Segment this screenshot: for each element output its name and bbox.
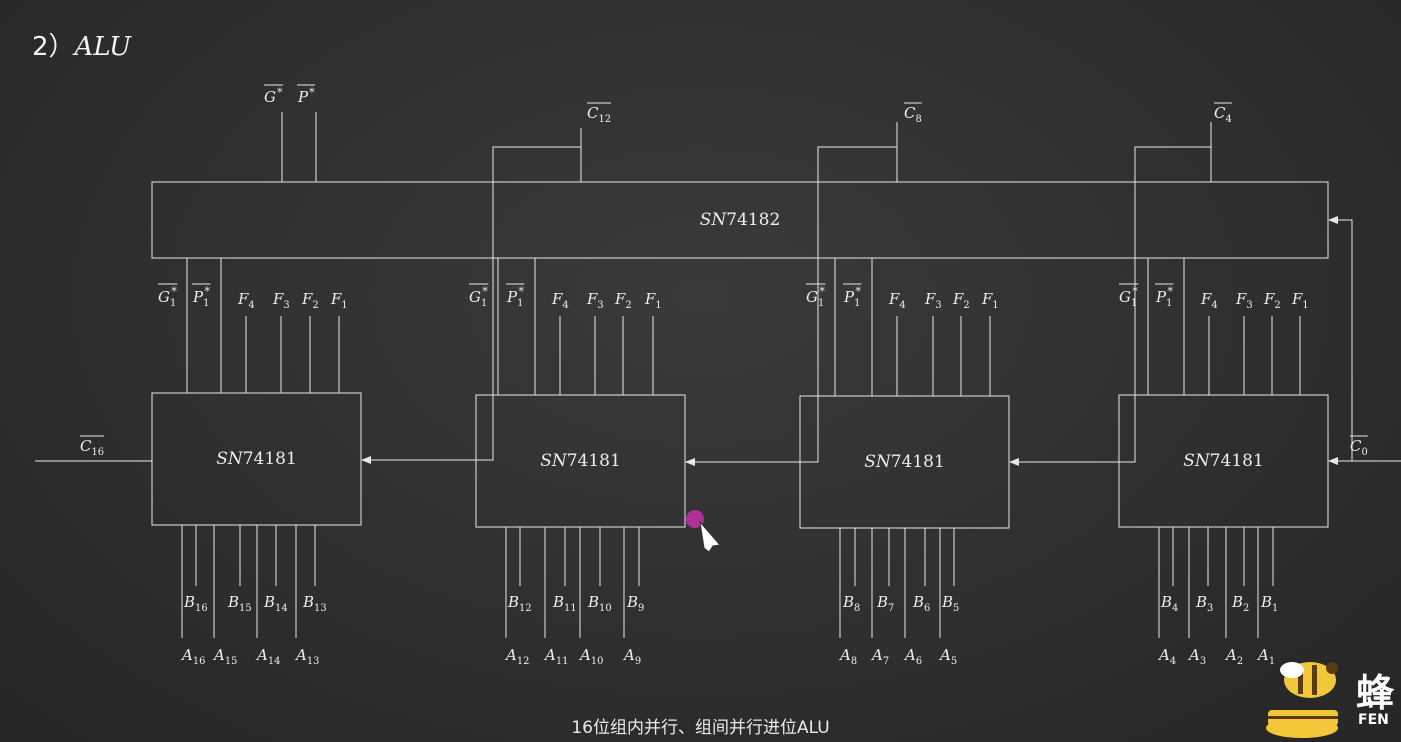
a-label-4-3: A2 xyxy=(1224,646,1243,667)
c0-label: C0 xyxy=(1350,437,1368,458)
f-label-2-3: F2 xyxy=(614,290,632,311)
b-label-1-2: B15 xyxy=(227,593,252,614)
g1-star-label-1: G1* xyxy=(158,285,177,309)
a-label-3-3: A6 xyxy=(903,646,922,667)
a-label-1-4: A13 xyxy=(294,646,319,667)
sn74181-box-2 xyxy=(475,394,686,528)
b-label-4-4: B1 xyxy=(1260,593,1278,614)
sn74182-label: SN74182 xyxy=(700,210,781,230)
c16-label: C16 xyxy=(80,437,104,458)
f-label-4-4: F1 xyxy=(1291,290,1309,311)
sn74181-box-3 xyxy=(799,395,1010,529)
b-label-3-4: B5 xyxy=(941,593,959,614)
p1-star-label-3: P1* xyxy=(843,285,861,309)
a-label-1-3: A14 xyxy=(255,646,280,667)
f-label-4-3: F2 xyxy=(1263,290,1281,311)
b-label-3-1: B8 xyxy=(842,593,860,614)
b-label-1-4: B13 xyxy=(302,593,327,614)
a-label-3-2: A7 xyxy=(870,646,889,667)
f-label-1-4: F1 xyxy=(330,290,348,311)
diagram-caption: 16位组内并行、组间并行进位ALU xyxy=(571,718,830,738)
p1-star-label-2: P1* xyxy=(506,285,524,309)
f-label-3-2: F3 xyxy=(924,290,942,311)
a-label-2-3: A10 xyxy=(578,646,603,667)
c4-route-wire xyxy=(1009,146,1211,466)
b-label-2-4: B9 xyxy=(626,593,644,614)
sn74182-box xyxy=(151,181,1329,259)
f-label-1-2: F3 xyxy=(272,290,290,311)
f-label-1-3: F2 xyxy=(301,290,319,311)
pointer-highlight xyxy=(686,510,704,528)
a-label-1-1: A16 xyxy=(180,646,205,667)
a-label-2-4: A9 xyxy=(622,646,641,667)
sn74181-label-4: SN74181 xyxy=(1183,451,1264,471)
f-label-4-2: F3 xyxy=(1235,290,1253,311)
g1-star-label-4: G1* xyxy=(1119,285,1138,309)
f-label-2-1: F4 xyxy=(551,290,569,311)
sn74181-label-2: SN74181 xyxy=(540,451,621,471)
p1-star-label-4: P1* xyxy=(1155,285,1173,309)
f-label-2-2: F3 xyxy=(586,290,604,311)
heading-title: ALU xyxy=(74,32,132,62)
b-label-1-3: B14 xyxy=(263,593,288,614)
f-label-1-1: F4 xyxy=(237,290,255,311)
a-label-4-4: A1 xyxy=(1256,646,1275,667)
c8-label: C8 xyxy=(904,104,922,125)
p1-star-label-1: P1* xyxy=(192,285,210,309)
c0-to-cla-wire xyxy=(1328,216,1353,461)
b-label-3-2: B7 xyxy=(876,593,894,614)
logo-text-en: FEN xyxy=(1358,712,1389,728)
a-label-4-1: A4 xyxy=(1157,646,1176,667)
a-label-3-1: A8 xyxy=(838,646,857,667)
cursor-icon xyxy=(699,520,721,553)
c12-route-wire xyxy=(361,146,581,464)
sn74181-box-1 xyxy=(151,392,362,526)
a-label-3-4: A5 xyxy=(938,646,957,667)
f-label-3-3: F2 xyxy=(952,290,970,311)
logo-text-cn: 蜂 xyxy=(1356,671,1395,715)
g1-star-label-2: G1* xyxy=(469,285,488,309)
f-label-2-4: F1 xyxy=(644,290,662,311)
bee-logo-icon xyxy=(1266,662,1338,738)
c8-route-wire xyxy=(685,146,897,466)
b-label-4-2: B3 xyxy=(1195,593,1213,614)
b-label-2-1: B12 xyxy=(507,593,532,614)
p-star-top-label: P* xyxy=(297,86,315,106)
b-label-2-2: B11 xyxy=(552,593,577,614)
sn74181-label-1: SN74181 xyxy=(216,449,297,469)
b-label-1-1: B16 xyxy=(183,593,208,614)
b-label-2-3: B10 xyxy=(587,593,612,614)
a-label-1-2: A15 xyxy=(212,646,237,667)
f-label-4-1: F4 xyxy=(1200,290,1218,311)
sn74181-box-4 xyxy=(1118,394,1329,528)
f-label-3-4: F1 xyxy=(981,290,999,311)
g-star-top-label: G* xyxy=(264,86,283,106)
c12-label: C12 xyxy=(587,104,611,125)
heading-number: 2） xyxy=(32,32,75,62)
a-label-4-2: A3 xyxy=(1187,646,1206,667)
f-label-3-1: F4 xyxy=(888,290,906,311)
b-label-3-3: B6 xyxy=(912,593,930,614)
g1-star-label-3: G1* xyxy=(806,285,825,309)
c4-label: C4 xyxy=(1214,104,1232,125)
sn74181-label-3: SN74181 xyxy=(864,452,945,472)
a-label-2-1: A12 xyxy=(504,646,529,667)
a-label-2-2: A11 xyxy=(543,646,568,667)
b-label-4-3: B2 xyxy=(1231,593,1249,614)
slide-heading: 2）ALU xyxy=(32,26,131,63)
b-label-4-1: B4 xyxy=(1160,593,1178,614)
